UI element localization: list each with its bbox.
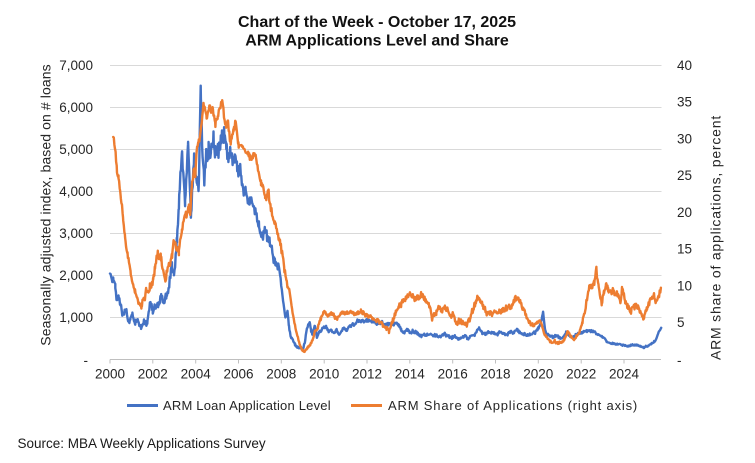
svg-text:35: 35	[677, 95, 692, 110]
svg-text:1,000: 1,000	[59, 310, 93, 325]
svg-text:40: 40	[677, 58, 692, 73]
svg-text:6,000: 6,000	[59, 100, 93, 115]
svg-text:2006: 2006	[223, 367, 253, 382]
svg-text:2,000: 2,000	[59, 268, 93, 283]
svg-text:2020: 2020	[523, 367, 553, 382]
svg-text:ARM share of applications, per: ARM share of applications, percent	[708, 115, 724, 360]
svg-text:2008: 2008	[266, 367, 296, 382]
svg-text:2016: 2016	[438, 367, 468, 382]
svg-text:2012: 2012	[352, 367, 382, 382]
svg-text:3,000: 3,000	[59, 226, 93, 241]
svg-text:15: 15	[677, 242, 692, 257]
svg-text:2002: 2002	[138, 367, 168, 382]
svg-text:25: 25	[677, 168, 692, 183]
svg-text:-: -	[677, 353, 682, 368]
svg-text:30: 30	[677, 131, 692, 146]
svg-text:2010: 2010	[309, 367, 339, 382]
svg-text:5: 5	[677, 315, 685, 330]
svg-text:2004: 2004	[181, 367, 212, 382]
svg-text:ARM Applications Level and Sha: ARM Applications Level and Share	[245, 33, 509, 50]
svg-text:5,000: 5,000	[59, 142, 93, 157]
svg-text:4,000: 4,000	[59, 184, 93, 199]
svg-text:ARM Loan Application Level: ARM Loan Application Level	[163, 398, 331, 413]
svg-text:2014: 2014	[395, 367, 426, 382]
svg-text:Source: MBA Weekly Application: Source: MBA Weekly Applications Survey	[18, 436, 266, 451]
svg-text:20: 20	[677, 205, 692, 220]
svg-text:7,000: 7,000	[59, 58, 93, 73]
svg-text:2024: 2024	[609, 367, 640, 382]
svg-text:Seasonally adjusted index, bas: Seasonally adjusted index, based on # lo…	[38, 64, 54, 345]
svg-text:ARM Share of Applications (rig: ARM Share of Applications (right axis)	[388, 398, 638, 413]
svg-text:2022: 2022	[566, 367, 596, 382]
svg-text:10: 10	[677, 278, 692, 293]
svg-text:2018: 2018	[480, 367, 510, 382]
svg-text:-: -	[84, 353, 89, 368]
svg-text:2000: 2000	[95, 367, 125, 382]
svg-text:Chart of the Week - October 17: Chart of the Week - October 17, 2025	[238, 14, 516, 31]
